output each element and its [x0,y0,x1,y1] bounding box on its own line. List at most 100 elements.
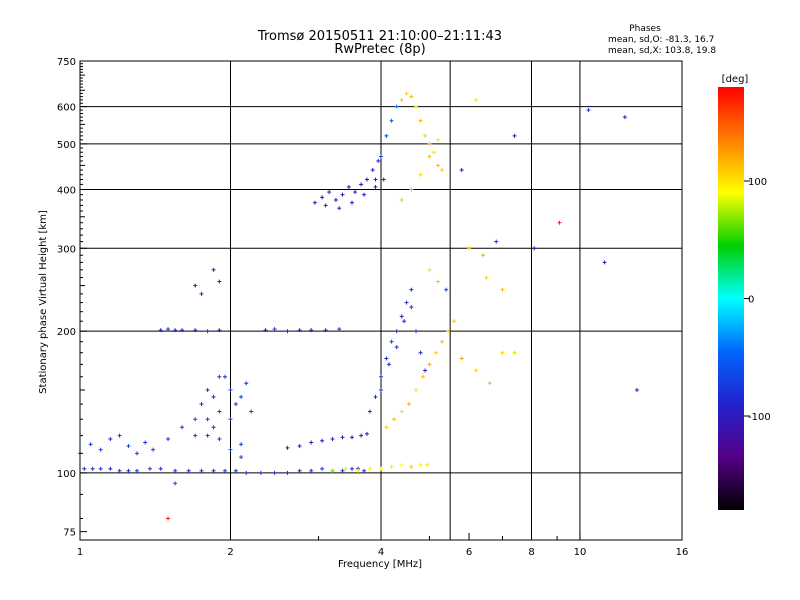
data-point [337,327,342,332]
data-point [217,374,222,379]
data-point [431,150,436,155]
data-point [158,466,163,471]
colorbar: [deg] 100 0 -100 [718,74,771,510]
data-point [205,387,210,392]
data-point [312,200,317,205]
data-point [379,154,383,159]
data-point [425,462,430,467]
data-point [244,470,249,475]
data-point [379,466,383,471]
data-point [394,329,399,334]
data-point [217,328,222,333]
y-tick-label: 75 [63,528,76,539]
data-point [370,168,375,173]
data-point [427,154,432,159]
data-point [239,455,244,460]
data-point [435,163,440,168]
data-point [402,319,407,324]
data-point [399,409,404,414]
data-point [151,447,156,452]
data-point [586,108,591,113]
data-point [297,444,302,449]
data-point [373,184,378,189]
data-point [117,433,122,438]
data-point [143,440,148,445]
data-point [337,206,342,211]
data-point [228,387,233,392]
data-point [134,451,139,456]
colorbar-gradient [718,87,744,510]
data-point [217,437,222,442]
data-point [379,374,383,379]
data-point [362,192,367,197]
x-tick-label: 16 [676,547,689,558]
data-point [602,260,607,265]
colorbar-tick-label: 100 [748,177,767,188]
data-point [223,468,228,473]
y-tick-label: 200 [57,327,76,338]
data-point [373,394,378,399]
data-point [186,468,191,473]
data-point [228,417,233,422]
data-point [364,431,369,436]
data-point [399,462,404,467]
data-point [343,466,348,471]
data-point [381,177,386,182]
data-point [367,409,372,414]
data-point [108,437,113,442]
data-point [205,329,210,334]
data-point [90,466,95,471]
data-point [211,468,216,473]
data-point [320,438,325,443]
y-axis-label: Stationary phase Virtual Height [km] [38,210,49,394]
data-point [223,374,228,379]
data-point [272,470,277,475]
data-point [423,368,428,373]
data-point [173,328,178,333]
data-point [333,197,338,202]
data-point [404,91,409,96]
data-point [180,328,185,333]
data-point [88,442,93,447]
data-point [409,287,414,292]
data-point [459,356,464,361]
data-point [323,203,328,208]
data-point [418,350,423,355]
data-point [557,220,562,225]
data-point [409,187,414,192]
data-point [459,168,464,173]
data-point [494,239,499,244]
colorbar-ticks: 100 0 -100 [744,177,771,423]
data-point [634,387,639,392]
data-point [147,466,152,471]
x-tick-label: 4 [378,547,384,558]
data-point [418,172,423,177]
data-point [423,133,428,138]
data-point [420,374,425,379]
data-point [309,468,314,473]
data-point [228,447,233,452]
data-point [327,190,332,195]
data-point [211,394,216,399]
data-point [474,368,479,373]
data-point [481,253,486,258]
data-point [330,437,335,442]
data-point [346,184,351,189]
data-point [285,470,290,475]
data-point [285,445,290,450]
data-point [297,468,302,473]
stats-heading: Phases [629,24,661,34]
data-point [272,327,277,332]
y-tick-label: 400 [57,185,76,196]
data-point [244,381,249,386]
data-point [199,291,204,296]
data-point [373,177,378,182]
data-point [414,104,419,109]
data-point [446,329,451,334]
data-point [440,339,445,344]
data-point [386,362,391,367]
data-point [211,425,216,430]
data-point [199,402,204,407]
data-point [108,466,113,471]
data-point [249,409,254,414]
